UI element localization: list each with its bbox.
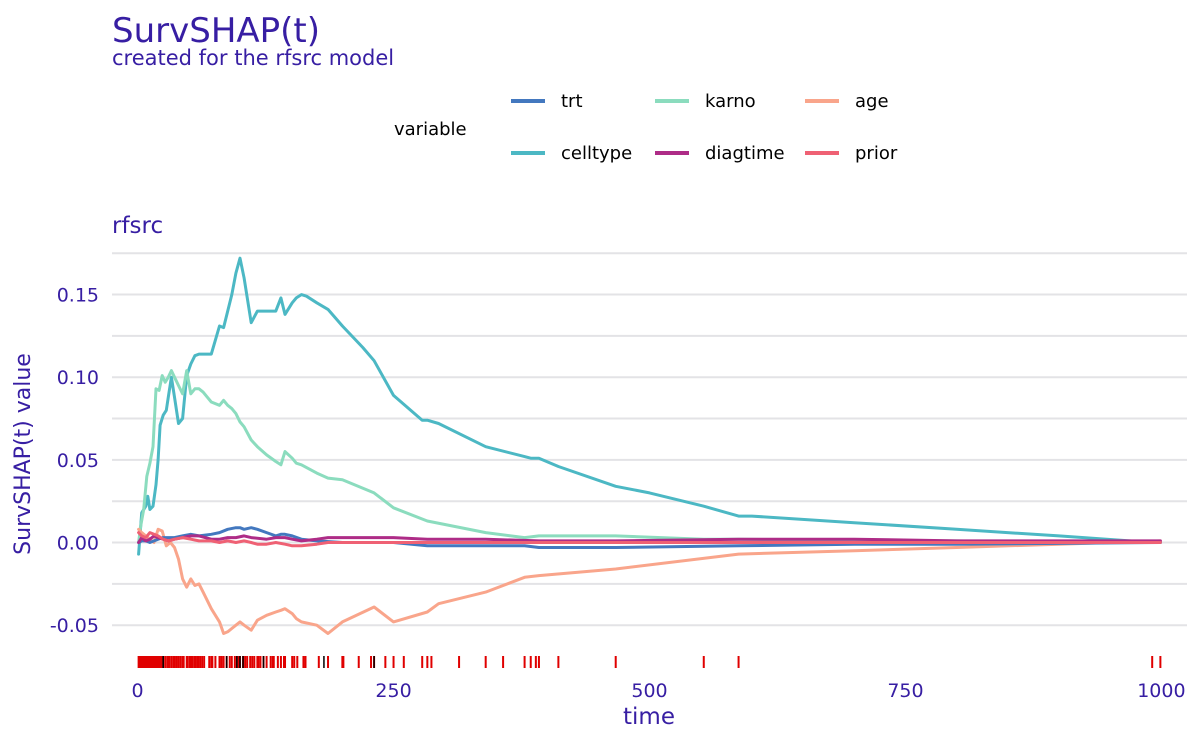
legend-label-prior: prior	[855, 143, 898, 164]
legend-label-diagtime: diagtime	[705, 143, 785, 164]
legend-label-trt: trt	[561, 91, 583, 112]
x-tick-label: 1000	[1137, 680, 1185, 702]
y-axis: -0.05 0.00 0.05 0.10 0.15	[50, 285, 99, 638]
y-tick-label: 0.05	[57, 450, 99, 472]
series-line-celltype	[137, 256, 1162, 556]
series-line-age	[137, 527, 1162, 635]
y-tick-label: 0.10	[57, 367, 99, 389]
x-axis-label: time	[623, 704, 675, 730]
chart-title: SurvSHAP(t)	[112, 11, 320, 51]
grid	[112, 252, 1187, 627]
y-tick-label: -0.05	[50, 615, 99, 637]
series-line-karno	[137, 369, 1162, 544]
x-tick-label: 250	[375, 680, 411, 702]
series-layer	[137, 256, 1162, 635]
x-tick-label: 750	[887, 680, 923, 702]
panel-label: rfsrc	[112, 213, 163, 239]
y-axis-label: SurvSHAP(t) value	[11, 353, 36, 555]
chart-subtitle: created for the rfsrc model	[112, 46, 394, 70]
x-axis: 0 250 500 750 1000	[132, 680, 1186, 702]
series-line-trt	[137, 526, 1162, 549]
x-tick-label: 500	[631, 680, 667, 702]
y-tick-label: 0.15	[57, 285, 99, 307]
legend-label-age: age	[855, 91, 889, 112]
legend: variable trt karno age celltype diagtime prio…	[394, 91, 898, 164]
series-line-prior	[137, 531, 1162, 548]
x-tick-label: 0	[132, 680, 144, 702]
y-tick-label: 0.00	[57, 533, 99, 555]
legend-label-celltype: celltype	[561, 143, 632, 164]
legend-title: variable	[394, 119, 467, 140]
rug	[137, 656, 1162, 668]
legend-label-karno: karno	[705, 91, 756, 112]
